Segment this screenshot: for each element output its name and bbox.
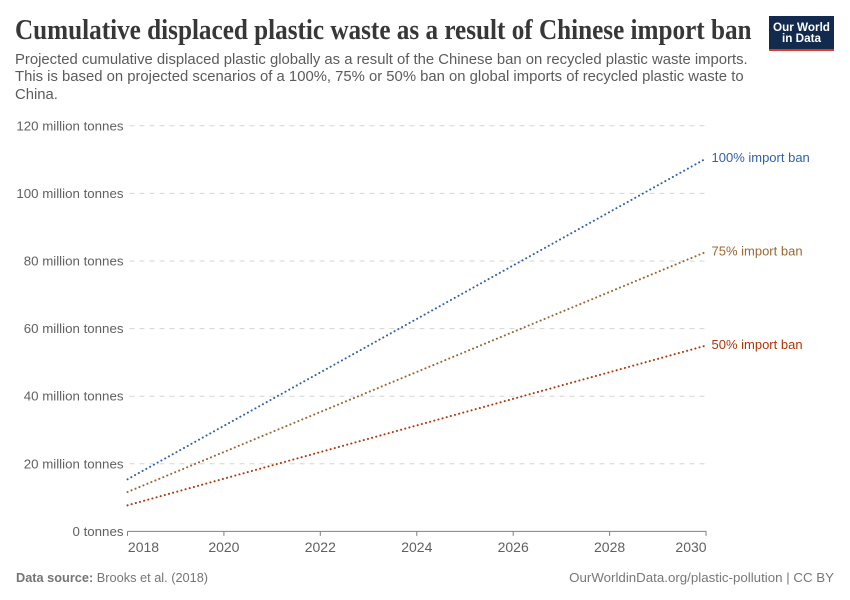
- svg-text:20 million tonnes: 20 million tonnes: [24, 456, 124, 471]
- svg-text:2028: 2028: [594, 539, 625, 555]
- svg-text:60 million tonnes: 60 million tonnes: [24, 321, 124, 336]
- svg-text:2022: 2022: [305, 539, 336, 555]
- svg-text:80 million tonnes: 80 million tonnes: [24, 254, 124, 269]
- svg-text:2026: 2026: [498, 539, 529, 555]
- svg-text:2030: 2030: [675, 539, 706, 555]
- svg-text:75% import ban: 75% import ban: [712, 243, 803, 258]
- svg-text:100 million tonnes: 100 million tonnes: [16, 186, 124, 201]
- svg-text:0 tonnes: 0 tonnes: [72, 524, 123, 539]
- svg-text:100% import ban: 100% import ban: [712, 150, 810, 165]
- svg-text:40 million tonnes: 40 million tonnes: [24, 389, 124, 404]
- svg-text:2020: 2020: [208, 539, 239, 555]
- svg-text:120 million tonnes: 120 million tonnes: [16, 118, 124, 133]
- svg-text:2018: 2018: [128, 539, 159, 555]
- svg-text:50% import ban: 50% import ban: [712, 337, 803, 352]
- svg-text:2024: 2024: [401, 539, 432, 555]
